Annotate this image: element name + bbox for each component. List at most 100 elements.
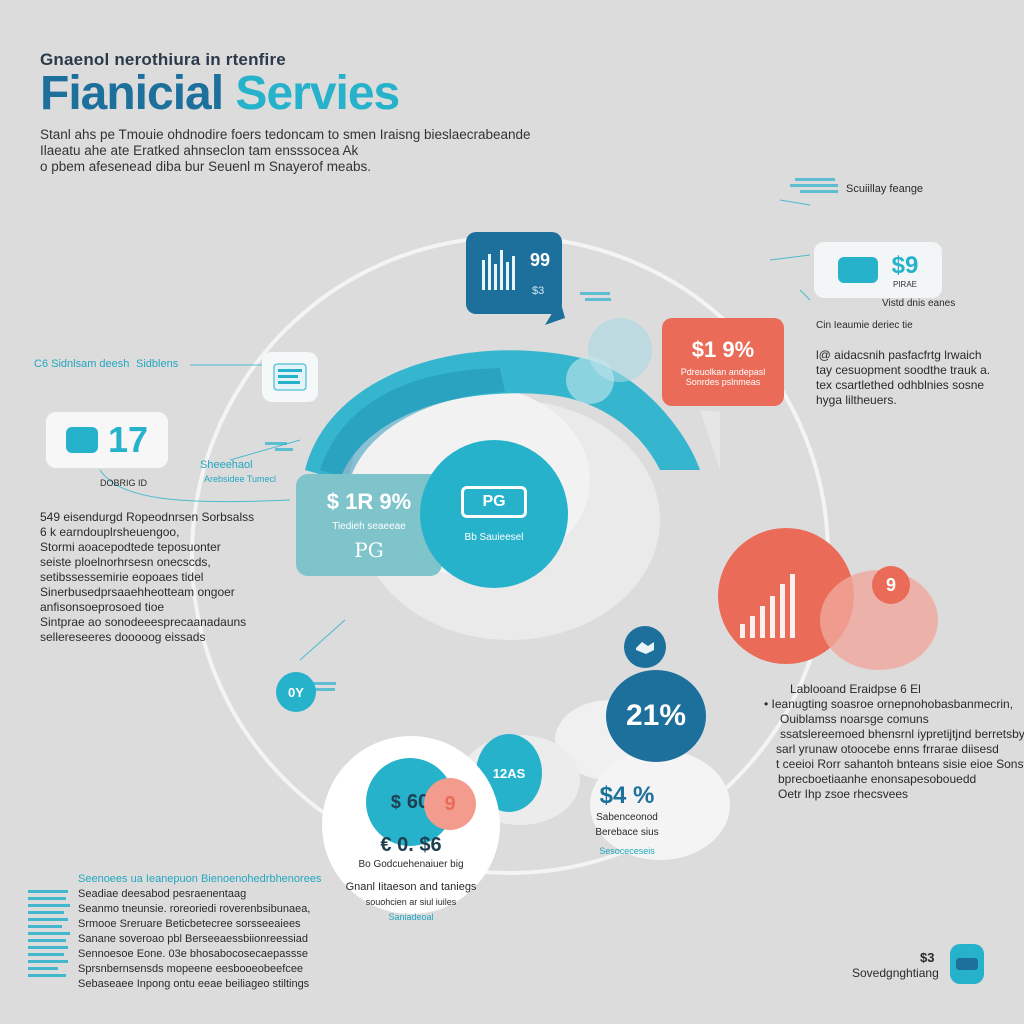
percent-circle-value: 21%	[625, 699, 687, 732]
glyph-bar	[800, 190, 838, 193]
left-stat-card: 17	[46, 412, 168, 468]
text-line: sellereseeres dooooog eissads	[40, 630, 206, 644]
text-line: setibssessemirie eopoaes tidel	[40, 570, 204, 584]
left-text-block: 549 eisendurgd Ropeodnrsen Sorbsalss 6 k…	[40, 510, 254, 645]
white-circle-line: Bo Godcuehenaiuer big	[358, 859, 464, 870]
text-line: bprecboetiaanhe enonsapesobouedd	[778, 772, 977, 786]
doc-thumb-card	[262, 352, 318, 402]
glyph-bar	[275, 448, 293, 451]
top-right-value: $9	[891, 251, 919, 279]
circle-symbol: $	[390, 791, 401, 812]
mid-left-sub: Arebsidee Tumecl	[204, 474, 277, 484]
bar-icon: 99 $3	[482, 250, 550, 297]
right-text-block-b: Lablooand Eraidpse 6 El • Ieanugting soa…	[764, 682, 1024, 802]
top-chart-card: 99 $3	[466, 232, 562, 314]
bottom-right-icon	[950, 944, 984, 984]
connector-line	[229, 439, 301, 461]
money-icon	[837, 257, 878, 283]
center-bubble-caption: Bb Sauieesel	[464, 531, 524, 543]
bottom-value: $4 %	[599, 782, 655, 809]
text-line: Sebaseaee Inpong ontu eeae beiliageo sti…	[78, 978, 310, 990]
mid-left-label: Sheeehaol	[200, 459, 253, 471]
teal-card-value: $ 1R 9%	[326, 488, 412, 514]
intro-line: Stanl ahs pe Tmouie ohdnodire foers tedo…	[40, 127, 531, 142]
cloud-shape	[590, 750, 730, 860]
top-right-line: Vistd dnis eanes	[882, 298, 956, 309]
bottom-right-value: $3	[920, 950, 935, 965]
white-circle-value: € 0. $6	[380, 834, 442, 856]
intro-text: Stanl ahs pe Tmouie ohdnodire foers tedo…	[40, 127, 531, 175]
text-line: Sanane soveroao pbl Berseeaessbiionreess…	[78, 933, 308, 945]
text-line: Lablooand Eraidpse 6 El	[790, 682, 921, 696]
bottom-right-label: Sovedgnghtiang	[852, 966, 939, 980]
bottom-coral-circle: 9	[424, 778, 476, 830]
percent-circle: 21%	[606, 670, 706, 762]
title-word-1: Fianicial	[40, 67, 224, 120]
text-line: Seanmo tneunsie. roreoriedi roverenbsibu…	[78, 903, 311, 915]
text-line: hyga liltheuers.	[816, 393, 897, 407]
text-line: Sennoesoe Eone. 03e bhosabocosecaepassse	[78, 948, 308, 960]
connector-line	[99, 469, 291, 503]
teal-arc-shade	[320, 368, 505, 480]
bottom-value-line: Berebace sius	[595, 827, 659, 838]
top-right-sub: PIRAE	[892, 279, 917, 289]
teal-card-script: PG	[354, 537, 384, 562]
text-line: Srmooe Sreruare Beticbetecree sorsseeaie…	[78, 918, 301, 930]
document-icon	[273, 363, 307, 391]
coral-card-line: Pdreuolkan andepasl	[680, 367, 766, 377]
coral-badge: 9	[872, 566, 910, 604]
glyph-bar	[795, 178, 835, 181]
coral-stat-card: $1 9% Pdreuolkan andepasl Sonrdes pslnme…	[662, 318, 784, 406]
pale-bubble	[566, 356, 614, 404]
glyph-clusters	[265, 178, 838, 691]
bottom-value-line: Sabenceonod	[596, 812, 658, 823]
title-word-2: Servies	[235, 67, 400, 120]
wallet-icon	[65, 427, 98, 453]
glyph-bar	[305, 688, 335, 691]
right-text-block-a: l@ aidacsnih pasfacfrtg lrwaich tay cesu…	[816, 348, 990, 408]
text-line: t ceeioi Rorr sahantoh bnteans sisie eio…	[776, 757, 1024, 771]
white-circle-line: Saniadeoal	[388, 912, 434, 922]
text-line: l@ aidacsnih pasfacfrtg lrwaich	[816, 348, 982, 362]
glyph-bar	[580, 292, 610, 295]
bottom-teal-value: 12AS	[492, 765, 526, 781]
text-line: ssatslereemoed bhensrnl iypretijtjnd ber…	[780, 727, 1024, 741]
coral-badge-value: 9	[885, 574, 896, 595]
left-card-caption: DOBRIG ID	[100, 478, 148, 488]
page-title: Fianicial Servies	[40, 66, 400, 121]
glyph-bar	[265, 442, 287, 445]
text-line: sarl yrunaw otoocebe enns frrarae diises…	[776, 742, 999, 756]
text-line: anfisonsoeprosoed tioe	[40, 600, 165, 614]
connector-line	[769, 254, 811, 261]
top-card-value: 99	[530, 250, 550, 270]
text-line: Sinerbusedprsaaehheotteam ongoer	[40, 585, 235, 599]
connector-line	[799, 289, 811, 301]
text-line: tay cesuopment soodthe trauk a.	[816, 363, 991, 377]
text-line: Stormi aoacepodtede teposuonter	[40, 540, 221, 554]
teal-card-caption: Tiedieh seaeeae	[332, 520, 406, 532]
top-card-sub: $3	[532, 285, 544, 297]
text-line: 549 eisendurgd Ropeodnrsen Sorbsalss	[40, 510, 255, 524]
intro-line: o pbem afesenead diba bur Seuenl m Snaye…	[40, 159, 371, 174]
white-circle-line: Gnanl Iitaeson and taniegs	[345, 881, 477, 893]
dark-icon-circle	[624, 626, 666, 668]
glyph-bar	[790, 184, 838, 187]
bottom-left-text-block: Seenoees ua Ieanepuon Bienoenohedrbhenor…	[78, 872, 321, 992]
glyph-bar	[585, 298, 611, 301]
top-right-line: Cin Ieaumie deriec tie	[816, 320, 913, 331]
handshake-icon	[636, 642, 654, 654]
connector-line	[779, 199, 811, 206]
frame-icon: PG	[461, 485, 527, 518]
text-line: seiste ploelnorhrsesn onecscds,	[40, 555, 211, 569]
small-badge-value: 0Y	[288, 684, 304, 700]
text-line: Seadiae deesabod pesraenentaag	[78, 888, 247, 900]
text-line: tex csartlethed odhblnies sosne	[816, 378, 985, 392]
top-right-card: $9 PIRAE	[814, 242, 942, 298]
coral-card-value: $1 9%	[691, 337, 755, 362]
left-label: Sidblens	[136, 358, 179, 370]
text-line: Oetr Ihp zsoe rhecsvees	[778, 787, 909, 801]
bottom-value-group: $4 % Sabenceonod Berebace sius Sesoceces…	[582, 782, 672, 859]
connector-line	[299, 619, 346, 661]
teal-stat-card: $ 1R 9% Tiedieh seaeeae PG	[296, 474, 442, 576]
top-right-label: Scuiillay feange	[846, 183, 924, 195]
